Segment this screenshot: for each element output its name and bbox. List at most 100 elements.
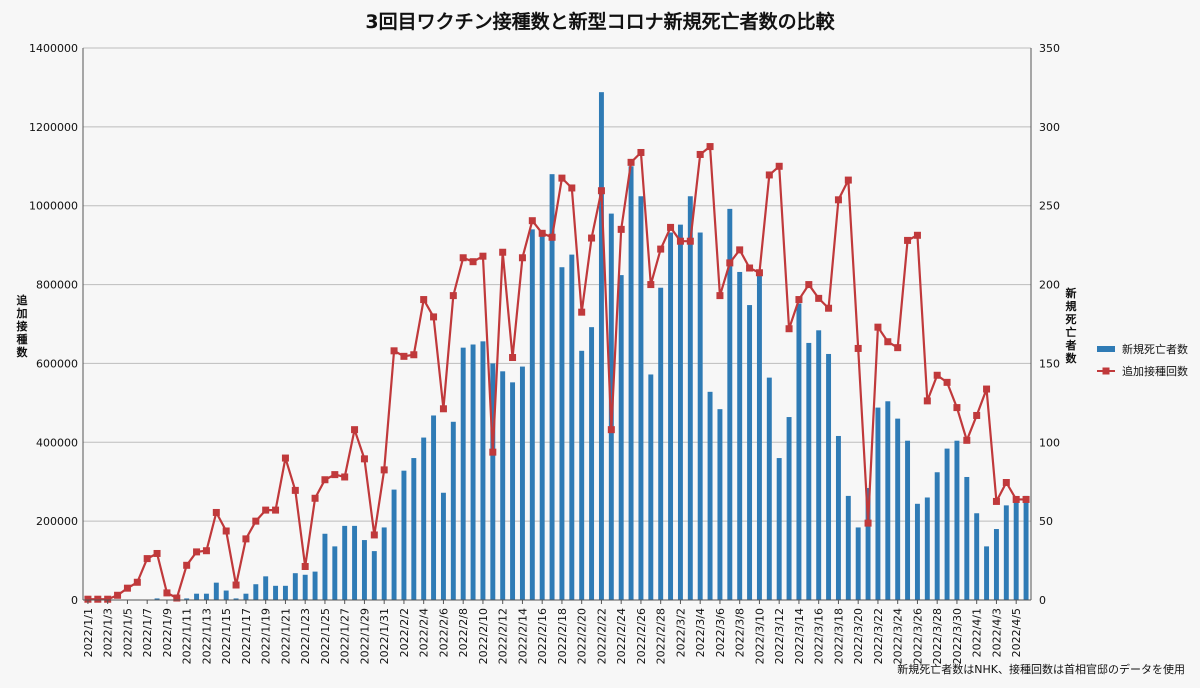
bar: [796, 303, 802, 600]
x-tick-label: 2022/3/28: [931, 608, 944, 664]
bar: [253, 584, 259, 600]
series-line: [87, 145, 1027, 601]
bar: [342, 525, 348, 600]
line-point: [489, 448, 497, 456]
right-tick-label: 0: [1039, 594, 1046, 607]
axis-layer: 0 200000 400000 600000 800000 1000000 1200000 1…: [29, 42, 1060, 664]
line-point: [716, 292, 724, 300]
bar: [559, 267, 565, 600]
line-point: [114, 591, 122, 599]
x-tick-label: 2022/3/2: [674, 608, 687, 657]
line-point: [963, 436, 971, 444]
line-point: [558, 174, 566, 182]
bar: [668, 232, 674, 601]
line-point: [390, 347, 398, 355]
line-point: [667, 223, 675, 231]
x-tick-label: 2022/2/2: [398, 608, 411, 657]
left-tick-label: 0: [71, 594, 78, 607]
x-tick-label: 2022/1/15: [220, 608, 233, 664]
x-tick-label: 2022/4/1: [971, 608, 984, 657]
line-point: [222, 527, 230, 535]
line-point: [94, 595, 102, 603]
right-axis-label-char: 数: [1066, 351, 1078, 365]
line-point: [380, 466, 388, 474]
line-point: [676, 237, 684, 245]
bar: [391, 489, 397, 600]
bar: [411, 458, 417, 600]
bar: [579, 350, 585, 600]
x-tick-label: 2022/3/16: [813, 608, 826, 664]
bar: [450, 421, 456, 600]
line-point: [923, 397, 931, 405]
bar: [974, 513, 980, 600]
bar: [361, 540, 367, 600]
line-point: [459, 254, 467, 262]
right-axis-label: 新規死亡者数: [1065, 286, 1078, 365]
line-point: [913, 231, 921, 239]
line-point: [647, 281, 655, 289]
chart-title: 3回目ワクチン接種数と新型コロナ新規死亡者数の比較: [365, 10, 835, 33]
legend-swatch-marker: [1102, 367, 1110, 375]
line-point: [726, 259, 734, 267]
x-tick-label: 2022/2/16: [536, 608, 549, 664]
x-tick-label: 2022/3/20: [852, 608, 865, 664]
bar: [480, 341, 486, 600]
right-axis-label-char: 死: [1066, 313, 1077, 326]
x-tick-label: 2022/1/7: [141, 608, 154, 657]
bar: [312, 571, 318, 600]
bar: [806, 342, 812, 600]
bar: [618, 275, 624, 600]
bar: [756, 270, 762, 600]
bar: [302, 574, 308, 600]
x-tick-label: 2022/3/4: [694, 608, 707, 657]
line-point: [479, 252, 487, 260]
bar: [677, 224, 683, 600]
bar: [776, 458, 782, 600]
line-point: [123, 584, 131, 592]
x-tick-label: 2022/1/23: [299, 608, 312, 664]
bar: [223, 590, 229, 600]
line-point: [607, 426, 615, 434]
left-axis-label-char: 追: [17, 293, 29, 307]
line-point: [321, 476, 329, 484]
x-tick-label: 2022/2/24: [615, 608, 628, 664]
line-point: [262, 506, 270, 514]
bar: [510, 382, 516, 600]
x-tick-label: 2022/2/28: [655, 608, 668, 664]
left-tick-label: 200000: [36, 515, 78, 528]
right-tick-label: 350: [1039, 42, 1060, 55]
line-point: [311, 494, 319, 502]
line-point: [775, 162, 783, 170]
bar: [440, 492, 446, 600]
bar: [914, 503, 920, 600]
x-tick-label: 2022/1/27: [339, 608, 352, 664]
bar: [460, 347, 466, 600]
line-point: [509, 354, 517, 362]
bar: [549, 174, 555, 600]
bar: [984, 546, 990, 600]
x-tick-label: 2022/3/12: [773, 608, 786, 664]
x-tick-label: 2022/3/26: [911, 608, 924, 664]
line-point: [933, 371, 941, 379]
line-point: [746, 264, 754, 272]
line-point: [992, 497, 1000, 505]
line-point: [232, 581, 240, 589]
line-point: [430, 313, 438, 321]
line-point: [153, 549, 161, 557]
right-tick-label: 200: [1039, 279, 1060, 292]
bar: [895, 418, 901, 600]
bar: [203, 593, 209, 600]
x-tick-label: 2022/1/25: [319, 608, 332, 664]
line-point: [499, 248, 507, 256]
bar: [194, 593, 200, 600]
bar: [865, 488, 871, 600]
line-point: [281, 454, 289, 462]
x-tick-label: 2022/2/4: [418, 608, 431, 657]
x-tick-label: 2022/2/20: [576, 608, 589, 664]
x-tick-label: 2022/3/18: [832, 608, 845, 664]
line-point: [953, 404, 961, 412]
x-tick-label: 2022/3/22: [872, 608, 885, 664]
bar: [539, 232, 545, 601]
